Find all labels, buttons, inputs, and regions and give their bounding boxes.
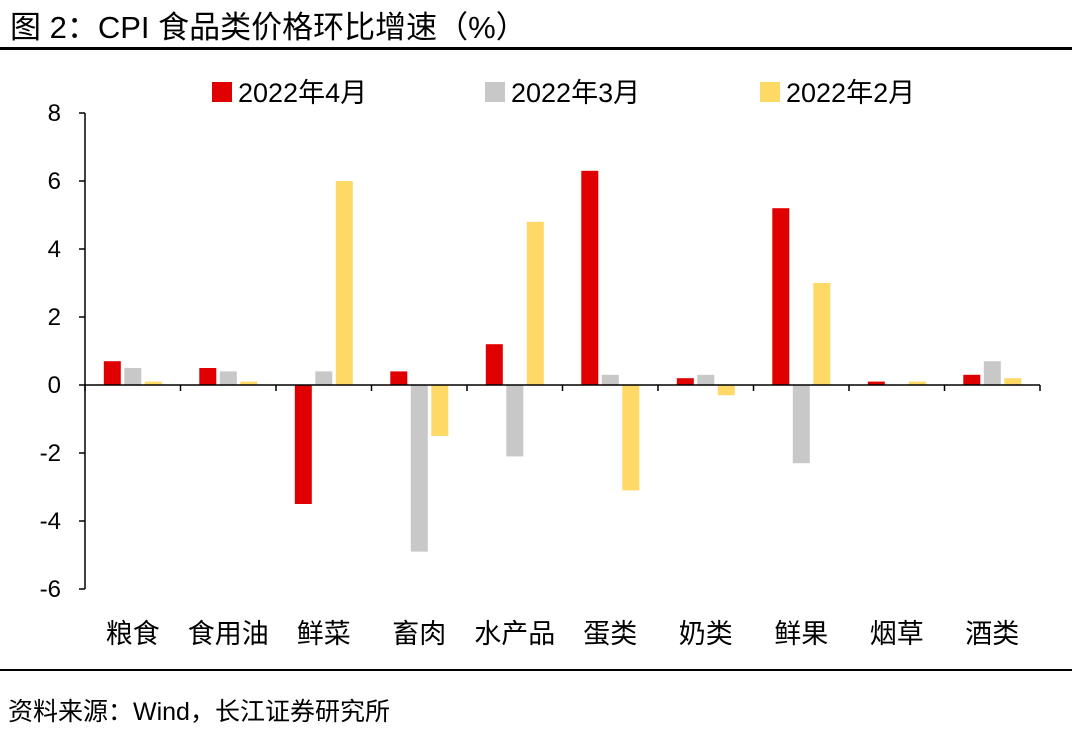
- y-tick-label: -2: [40, 440, 61, 467]
- bar-2-7: [697, 374, 715, 385]
- bar-1-3: [294, 385, 312, 504]
- x-tick-label: 奶类: [679, 619, 733, 649]
- x-tick-label: 鲜菜: [297, 619, 351, 649]
- x-tick-label: 鲜果: [774, 619, 828, 649]
- bar-3-10: [1004, 378, 1022, 385]
- bar-2-1: [124, 368, 142, 385]
- x-tick-label: 酒类: [965, 619, 1019, 649]
- y-tick-label: 2: [48, 304, 61, 331]
- bar-2-3: [315, 371, 333, 385]
- y-tick-label: -6: [40, 576, 61, 603]
- bar-3-5: [526, 221, 544, 385]
- legend-swatch-1: [212, 82, 232, 102]
- bar-2-6: [601, 374, 619, 385]
- y-tick-label: 0: [48, 372, 61, 399]
- y-tick-label: 4: [48, 236, 61, 263]
- bar-3-4: [431, 385, 449, 436]
- y-tick-label: -4: [40, 508, 61, 535]
- legend-label-3: 2022年2月: [786, 78, 915, 108]
- bar-1-9: [867, 381, 885, 385]
- y-tick-label: 8: [48, 100, 61, 127]
- legend-label-1: 2022年4月: [238, 78, 367, 108]
- bar-3-3: [335, 181, 353, 385]
- bar-1-2: [199, 368, 217, 385]
- bar-2-4: [410, 385, 428, 552]
- axes: 8 6 4 2 0 -2 -4 -6 粮食 食用油 鲜菜 畜肉 水产品 蛋类 奶类 鲜果 烟草 酒类: [40, 100, 1041, 649]
- x-tick-label: 烟草: [870, 619, 924, 649]
- bar-3-9: [908, 381, 926, 385]
- x-tick-label: 水产品: [474, 619, 555, 649]
- legend-label-2: 2022年3月: [511, 78, 640, 108]
- bar-1-5: [485, 344, 503, 385]
- bar-3-2: [240, 381, 258, 385]
- bar-1-4: [390, 371, 408, 385]
- source-note: 资料来源：Wind，长江证券研究所: [8, 698, 390, 726]
- bar-1-10: [963, 374, 981, 385]
- bar-2-8: [792, 385, 810, 464]
- bar-1-1: [103, 361, 121, 385]
- bar-3-7: [717, 385, 735, 396]
- bar-1-8: [772, 208, 790, 385]
- legend-swatch-2: [485, 82, 505, 102]
- figure-title: 图 2：CPI 食品类价格环比增速（%）: [10, 10, 527, 45]
- bar-3-8: [813, 283, 831, 385]
- bottom-rule: [0, 669, 1072, 671]
- bar-3-1: [144, 381, 162, 385]
- legend-swatch-3: [760, 82, 780, 102]
- bar-3-6: [622, 385, 640, 491]
- x-tick-label: 粮食: [106, 619, 160, 649]
- top-rule: [0, 47, 1072, 50]
- bar-2-5: [506, 385, 524, 457]
- bar-1-7: [676, 378, 694, 385]
- x-tick-label: 食用油: [188, 619, 269, 649]
- bar-1-6: [581, 170, 599, 385]
- bar-chart: 2022年4月 2022年3月 2022年2月 8 6 4 2 0 -2 -4 -6 粮食 食用油 鲜菜…: [40, 78, 1041, 649]
- x-tick-label: 蛋类: [583, 619, 637, 649]
- x-tick-label: 畜肉: [392, 619, 446, 649]
- bar-2-10: [983, 361, 1001, 385]
- y-tick-label: 6: [48, 168, 61, 195]
- bar-2-2: [219, 371, 237, 385]
- legend: 2022年4月 2022年3月 2022年2月: [212, 78, 915, 108]
- bars: [103, 170, 1022, 552]
